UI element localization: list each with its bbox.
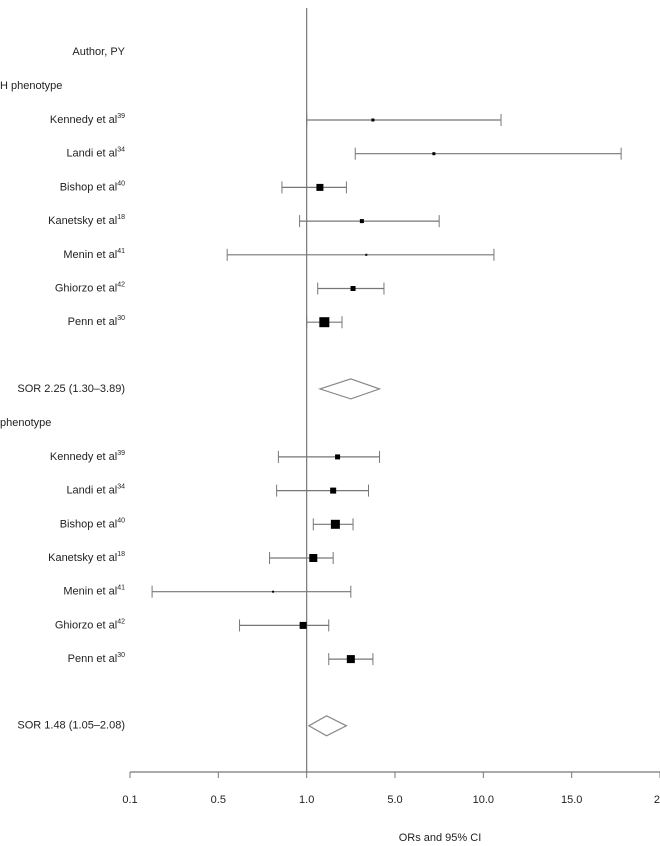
x-tick-label: 0.5 (211, 794, 226, 806)
study-name: Bishop et al (60, 518, 117, 530)
point-estimate (346, 655, 355, 664)
study-ref: 18 (117, 214, 125, 221)
study-label: Penn et al30 (68, 315, 125, 328)
study-label: Landi et al34 (66, 147, 125, 160)
column-header: Author, PY (72, 46, 125, 58)
study-ref: 34 (117, 147, 125, 154)
study-name: Ghiorzo et al (55, 619, 117, 631)
x-axis-label: ORs and 95% CI (399, 832, 482, 844)
summary-diamond (307, 715, 348, 737)
study-name: Menin et al (63, 249, 117, 261)
x-tick-label: 20 (654, 794, 660, 806)
point-estimate (319, 317, 330, 328)
study-label: Menin et al41 (63, 248, 125, 261)
study-name: Kennedy et al (50, 114, 117, 126)
summary-label: SOR 2.25 (1.30–3.89) (17, 383, 125, 395)
point-estimate (359, 219, 364, 224)
study-ref: 40 (117, 180, 125, 187)
study-name: Bishop et al (60, 181, 117, 193)
study-label: Landi et al34 (66, 483, 125, 496)
study-label: Kanetsky et al18 (48, 551, 125, 564)
study-name: Kanetsky et al (48, 552, 117, 564)
point-estimate (335, 454, 341, 460)
point-estimate (316, 183, 324, 191)
study-ref: 39 (117, 113, 125, 120)
x-tick-label: 0.1 (122, 794, 137, 806)
x-tick-label: 10.0 (473, 794, 494, 806)
study-ref: 34 (117, 483, 125, 490)
point-estimate (371, 118, 375, 122)
x-tick-label: 1.0 (299, 794, 314, 806)
point-estimate (350, 286, 356, 291)
study-name: Penn et al (68, 316, 118, 328)
study-name: Landi et al (66, 148, 117, 160)
study-label: Kennedy et al39 (50, 113, 125, 126)
study-label: Bishop et al40 (60, 180, 125, 193)
study-ref: 42 (117, 281, 125, 288)
point-estimate (432, 152, 436, 156)
study-ref: 30 (117, 652, 125, 659)
point-estimate (330, 519, 340, 529)
study-name: Kennedy et al (50, 451, 117, 463)
study-ref: 40 (117, 517, 125, 524)
study-name: Penn et al (68, 653, 118, 665)
x-tick-label: 5.0 (387, 794, 402, 806)
point-estimate (365, 253, 368, 256)
study-name: Menin et al (63, 586, 117, 598)
group-label: phenotype (0, 417, 51, 429)
study-name: Ghiorzo et al (55, 282, 117, 294)
point-estimate (299, 621, 307, 629)
study-ref: 30 (117, 315, 125, 322)
point-estimate (272, 590, 275, 593)
study-ref: 39 (117, 450, 125, 457)
study-label: Ghiorzo et al42 (55, 618, 125, 631)
summary-diamond (317, 378, 382, 400)
x-tick-label: 15.0 (561, 794, 582, 806)
study-label: Kennedy et al39 (50, 450, 125, 463)
point-estimate (309, 554, 318, 562)
study-label: Kanetsky et al18 (48, 214, 125, 227)
study-ref: 42 (117, 618, 125, 625)
study-label: Menin et al41 (63, 585, 125, 598)
group-label: H phenotype (0, 80, 62, 92)
study-ref: 41 (117, 585, 125, 592)
study-name: Landi et al (66, 485, 117, 497)
study-ref: 18 (117, 551, 125, 558)
study-ref: 41 (117, 248, 125, 255)
study-label: Ghiorzo et al42 (55, 281, 125, 294)
summary-label: SOR 1.48 (1.05–2.08) (17, 720, 125, 732)
study-label: Bishop et al40 (60, 517, 125, 530)
point-estimate (330, 487, 337, 494)
study-name: Kanetsky et al (48, 215, 117, 227)
study-label: Penn et al30 (68, 652, 125, 665)
